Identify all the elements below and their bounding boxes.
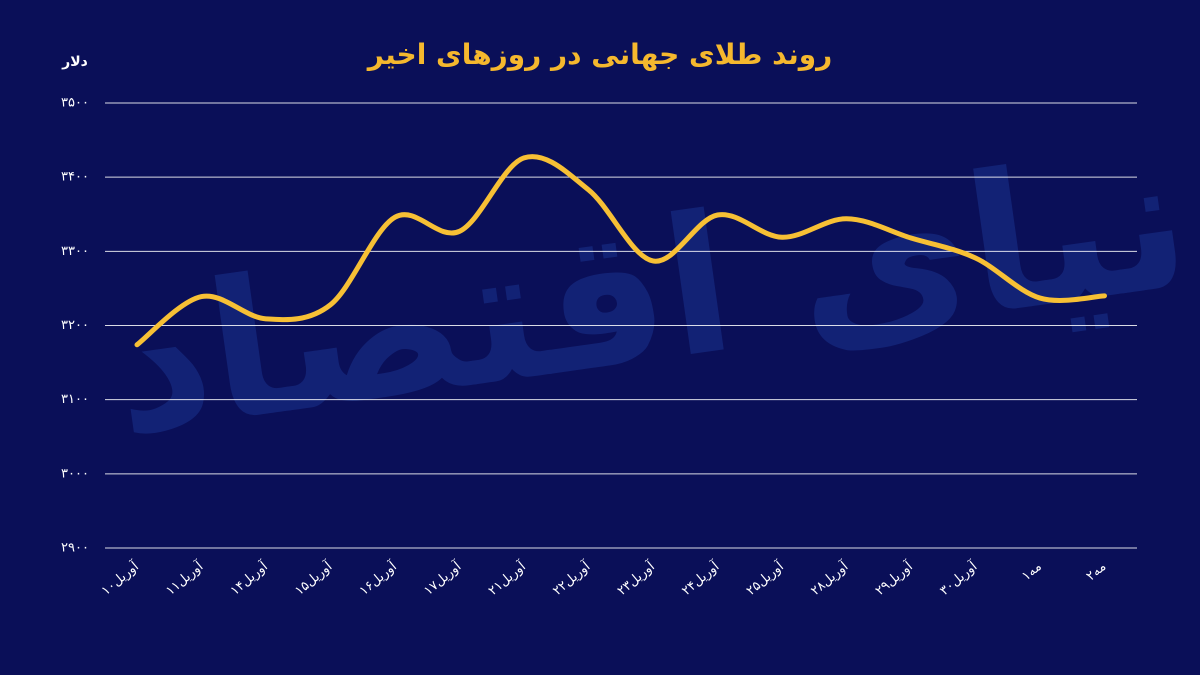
y-tick-label: ۳۰۰۰ (61, 466, 89, 481)
y-tick-label: ۳۳۰۰ (61, 244, 89, 259)
y-tick-label: ۳۲۰۰ (61, 318, 89, 333)
y-tick-label: ۲۹۰۰ (61, 541, 89, 556)
y-tick-label: ۳۱۰۰ (61, 392, 89, 407)
y-tick-label: ۳۴۰۰ (61, 170, 89, 185)
y-axis-label: دلار (61, 54, 88, 70)
chart-title: روند طلای جهانی در روزهای اخیر (366, 38, 833, 71)
y-tick-label: ۳۵۰۰ (61, 96, 89, 111)
line (134, 154, 1107, 348)
